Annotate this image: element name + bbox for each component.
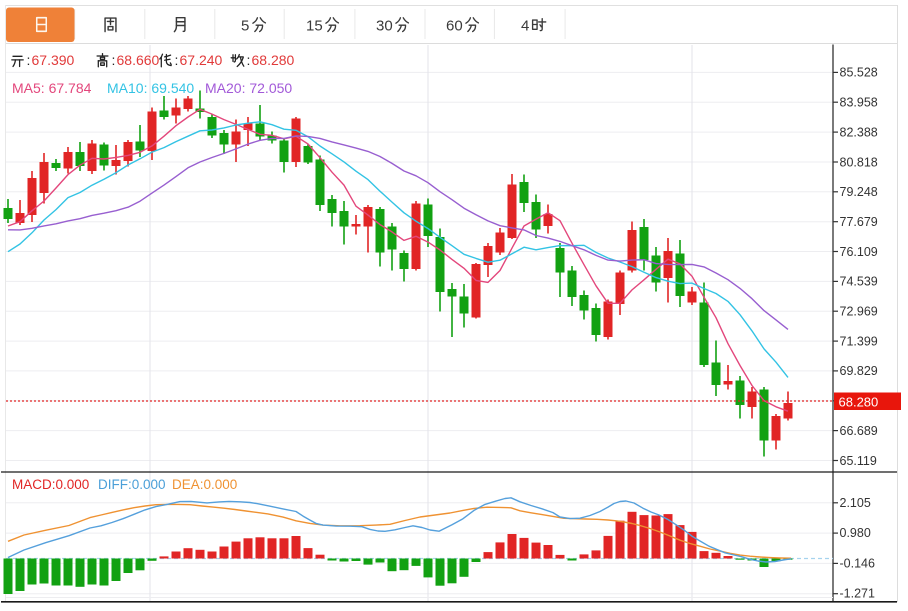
svg-text:DEA:0.000: DEA:0.000 [172, 477, 237, 492]
svg-text:0.980: 0.980 [840, 526, 871, 540]
svg-text::: : [175, 52, 179, 68]
svg-text:76.109: 76.109 [840, 245, 878, 259]
svg-text:74.539: 74.539 [840, 275, 878, 289]
svg-text:65.119: 65.119 [840, 454, 877, 468]
svg-text:2.105: 2.105 [840, 496, 871, 510]
svg-text:4: 4 [521, 18, 529, 35]
svg-text:68.280: 68.280 [252, 52, 295, 68]
svg-text:67.390: 67.390 [32, 52, 75, 68]
svg-text:68.280: 68.280 [839, 395, 879, 410]
svg-text:MACD:0.000: MACD:0.000 [12, 477, 89, 492]
svg-text:67.240: 67.240 [180, 52, 223, 68]
svg-text:79.248: 79.248 [840, 185, 878, 199]
svg-text:72.969: 72.969 [840, 305, 878, 319]
svg-text:15: 15 [306, 18, 323, 35]
svg-text:-0.146: -0.146 [840, 556, 875, 570]
svg-text:69.829: 69.829 [840, 364, 878, 378]
svg-text:66.689: 66.689 [840, 424, 878, 438]
svg-text:82.388: 82.388 [840, 125, 878, 139]
svg-text:5: 5 [241, 18, 249, 35]
svg-text:MA10: 69.540: MA10: 69.540 [107, 80, 194, 96]
svg-text:60: 60 [446, 18, 463, 35]
svg-text:30: 30 [376, 18, 393, 35]
svg-text:-1.271: -1.271 [840, 587, 875, 601]
svg-text:68.660: 68.660 [117, 52, 160, 68]
svg-text:DIFF:0.000: DIFF:0.000 [98, 477, 166, 492]
svg-text:83.958: 83.958 [840, 96, 878, 110]
svg-text:MA5: 67.784: MA5: 67.784 [12, 80, 92, 96]
svg-text:MA20: 72.050: MA20: 72.050 [205, 80, 292, 96]
svg-text:71.399: 71.399 [840, 334, 878, 348]
svg-text::: : [112, 52, 116, 68]
svg-text::: : [27, 52, 31, 68]
svg-text:85.528: 85.528 [840, 66, 878, 80]
svg-text::: : [247, 52, 251, 68]
svg-text:80.818: 80.818 [840, 155, 878, 169]
svg-text:77.679: 77.679 [840, 215, 878, 229]
